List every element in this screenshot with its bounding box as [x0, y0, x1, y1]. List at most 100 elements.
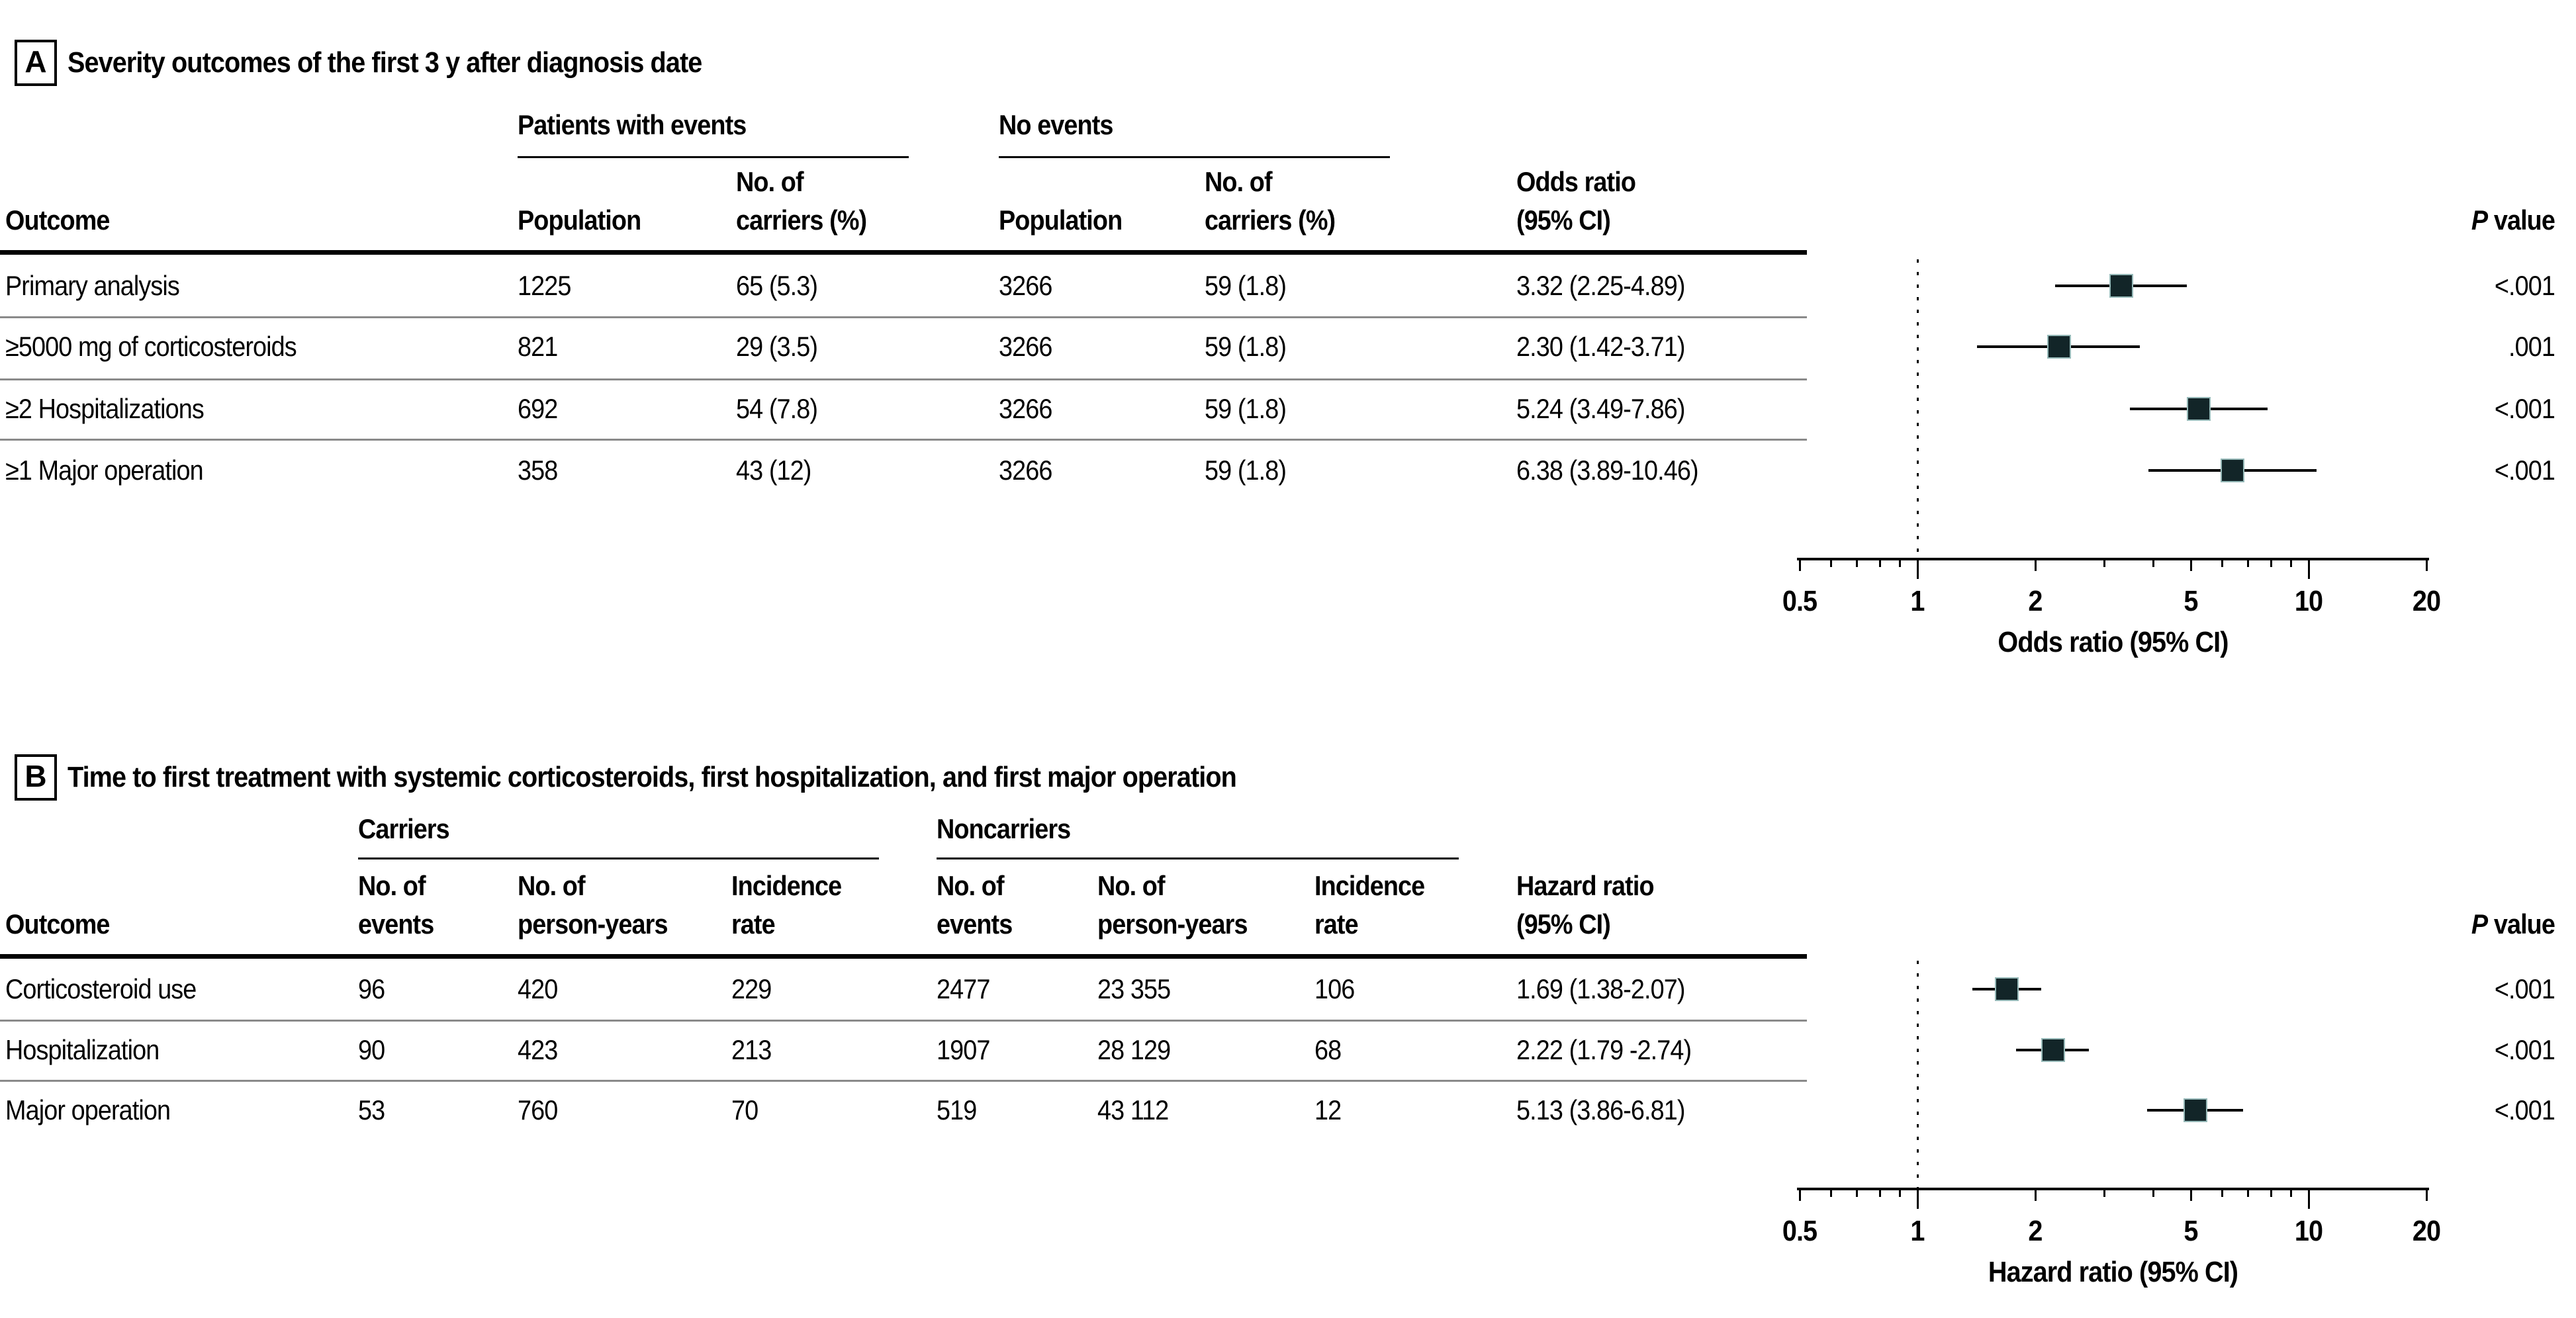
column-header-person-years-2: No. of person-years — [1097, 870, 1248, 940]
person-years-noncarriers-cell: 23 355 — [1097, 973, 1171, 1004]
table-row: Hospitalization 90 423 213 1907 28 129 6… — [0, 1033, 2576, 1067]
axis-minor-tick — [2103, 1188, 2105, 1197]
events-carriers-cell: 53 — [358, 1094, 385, 1125]
estimate-marker — [2109, 274, 2133, 298]
outcome-cell: ≥5000 mg of corticosteroids — [5, 331, 297, 362]
axis-tick-label: 1 — [1910, 585, 1925, 617]
panel-b-title: Time to first treatment with systemic co… — [68, 761, 1237, 793]
axis-minor-tick — [2221, 558, 2223, 567]
axis-major-tick — [2425, 558, 2428, 571]
axis-minor-tick — [2270, 558, 2272, 567]
p-value-cell: .001 — [2508, 331, 2555, 362]
population-events-cell: 821 — [518, 331, 558, 362]
population-events-cell: 1225 — [518, 270, 571, 301]
group-underline — [518, 156, 909, 158]
axis-major-tick — [1799, 1188, 1802, 1201]
axis-minor-tick — [1856, 558, 1859, 567]
odds-ratio-cell: 2.30 (1.42-3.71) — [1516, 331, 1685, 362]
incidence-noncarriers-cell: 12 — [1314, 1094, 1342, 1125]
estimate-marker — [1994, 977, 2019, 1001]
axis-minor-tick — [1829, 558, 1832, 567]
column-header-no-of-events-2: No. of events — [937, 870, 1013, 940]
axis-title: Hazard ratio (95% CI) — [1988, 1256, 2238, 1288]
estimate-marker — [2047, 335, 2071, 359]
reference-line-at-1 — [1917, 259, 1919, 558]
axis-minor-tick — [1898, 558, 1901, 567]
p-value-cell: <.001 — [2494, 455, 2555, 486]
population-events-cell: 358 — [518, 455, 558, 486]
row-divider — [0, 1020, 1807, 1022]
carriers-no-events-cell: 59 (1.8) — [1205, 393, 1287, 424]
table-row: Corticosteroid use 96 420 229 2477 23 35… — [0, 972, 2576, 1006]
p-value-cell: <.001 — [2494, 973, 2555, 1004]
outcome-cell: Major operation — [5, 1094, 171, 1125]
panel-a-title: Severity outcomes of the first 3 y after… — [68, 46, 702, 79]
table-header-rule — [0, 250, 1807, 255]
reference-line-at-1 — [1917, 961, 1919, 1188]
axis-minor-tick — [2247, 1188, 2250, 1197]
x-axis-line — [1797, 1188, 2429, 1190]
carriers-events-cell: 54 (7.8) — [736, 393, 818, 424]
column-header-population-2: Population — [999, 204, 1123, 236]
incidence-carriers-cell: 70 — [731, 1094, 759, 1125]
population-no-events-cell: 3266 — [999, 393, 1052, 424]
column-header-p-value: P value — [2460, 905, 2555, 944]
odds-ratio-cell: 5.24 (3.49-7.86) — [1516, 393, 1685, 424]
axis-tick-label: 2 — [2028, 585, 2043, 617]
p-rest: value — [2487, 908, 2555, 940]
axis-major-tick — [1799, 558, 1802, 571]
carriers-no-events-cell: 59 (1.8) — [1205, 331, 1287, 362]
p-rest: value — [2487, 204, 2555, 236]
table-row: ≥5000 mg of corticosteroids 821 29 (3.5)… — [0, 330, 2576, 364]
outcome-cell: Corticosteroid use — [5, 973, 197, 1004]
group-underline — [999, 156, 1390, 158]
table-row: Primary analysis 1225 65 (5.3) 3266 59 (… — [0, 269, 2576, 303]
axis-tick-label: 10 — [2294, 1215, 2323, 1247]
column-header-incidence-rate-2: Incidence rate — [1314, 870, 1425, 940]
odds-ratio-cell: 6.38 (3.89-10.46) — [1516, 455, 1699, 486]
group-header-carriers: Carriers — [358, 813, 450, 844]
carriers-events-cell: 65 (5.3) — [736, 270, 818, 301]
carriers-no-events-cell: 59 (1.8) — [1205, 455, 1287, 486]
p-italic: P — [2471, 204, 2488, 236]
axis-major-tick — [2190, 1188, 2193, 1201]
column-header-no-of-carriers: No. of carriers (%) — [736, 166, 867, 236]
estimate-marker — [2187, 397, 2211, 421]
events-noncarriers-cell: 1907 — [937, 1034, 990, 1065]
p-value-cell: <.001 — [2494, 1034, 2555, 1065]
axis-major-tick — [2190, 558, 2193, 571]
panel-b-label-box: B — [15, 754, 57, 801]
panel-b-letter: B — [24, 759, 47, 793]
axis-major-tick — [2425, 1188, 2428, 1201]
hazard-ratio-cell: 5.13 (3.86-6.81) — [1516, 1094, 1685, 1125]
column-header-outcome: Outcome — [5, 908, 110, 940]
column-header-p-value: P value — [2460, 201, 2555, 240]
person-years-noncarriers-cell: 43 112 — [1097, 1094, 1169, 1125]
estimate-marker — [2041, 1038, 2065, 1062]
p-value-cell: <.001 — [2494, 393, 2555, 424]
carriers-events-cell: 29 (3.5) — [736, 331, 818, 362]
axis-major-tick — [2034, 1188, 2037, 1201]
estimate-marker — [2183, 1098, 2207, 1122]
axis-minor-tick — [2152, 1188, 2154, 1197]
events-carriers-cell: 96 — [358, 973, 385, 1004]
x-axis-line — [1797, 558, 2429, 560]
events-noncarriers-cell: 2477 — [937, 973, 990, 1004]
odds-ratio-cell: 3.32 (2.25-4.89) — [1516, 270, 1685, 301]
p-value-cell: <.001 — [2494, 1094, 2555, 1125]
column-header-population: Population — [518, 204, 641, 236]
column-header-person-years: No. of person-years — [518, 870, 668, 940]
row-divider — [0, 1080, 1807, 1082]
axis-tick-label: 20 — [2412, 1215, 2441, 1247]
estimate-marker — [2220, 459, 2244, 482]
axis-title: Odds ratio (95% CI) — [1998, 626, 2229, 658]
group-underline — [937, 857, 1459, 859]
axis-minor-tick — [1898, 1188, 1901, 1197]
axis-minor-tick — [2289, 558, 2292, 567]
row-divider — [0, 378, 1807, 380]
events-noncarriers-cell: 519 — [937, 1094, 977, 1125]
axis-tick-label: 1 — [1910, 1215, 1925, 1247]
person-years-carriers-cell: 420 — [518, 973, 558, 1004]
p-value-cell: <.001 — [2494, 270, 2555, 301]
